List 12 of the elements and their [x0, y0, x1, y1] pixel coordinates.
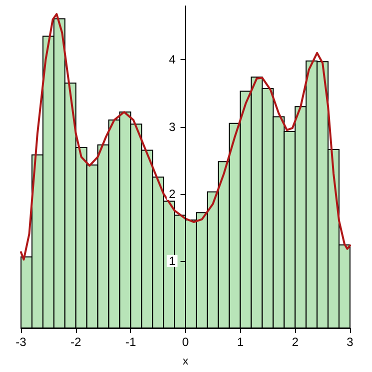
x-tick-label: 3 — [346, 335, 354, 349]
x-tick-label: 0 — [182, 335, 190, 349]
x-tick-label: -3 — [16, 335, 27, 349]
y-tick-label: 3 — [168, 120, 176, 134]
y-tick-label: 2 — [168, 186, 176, 201]
x-tick-label: -1 — [125, 335, 136, 349]
x-tick-label: 2 — [292, 335, 299, 349]
x-axis-title: x — [182, 356, 189, 368]
y-tick-label: 4 — [168, 52, 176, 67]
x-tick-label: 1 — [236, 335, 244, 349]
y-tick-label: 1 — [168, 254, 176, 268]
x-tick-label: -2 — [70, 335, 82, 349]
